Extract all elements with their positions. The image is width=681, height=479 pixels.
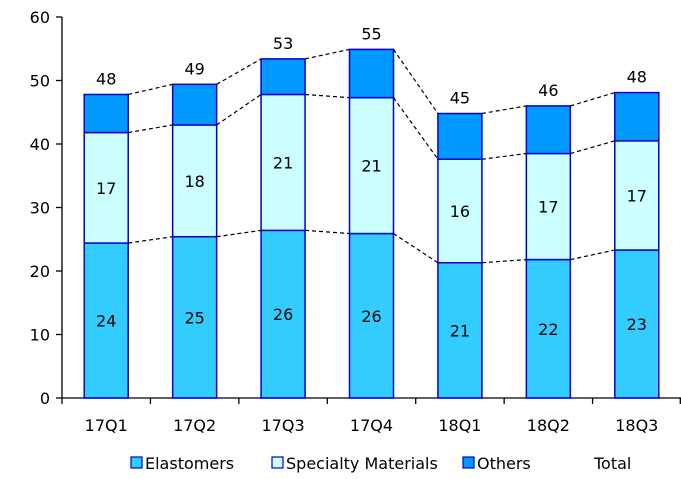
data-label: 26 bbox=[361, 307, 381, 326]
data-label: 25 bbox=[184, 308, 204, 327]
series-connector-line bbox=[128, 83, 173, 96]
legend-label: Others bbox=[477, 454, 531, 473]
y-tick-label: 40 bbox=[30, 135, 50, 154]
data-label: 16 bbox=[450, 202, 470, 221]
bar-segment-others bbox=[525, 105, 572, 155]
series-connector-line bbox=[481, 105, 527, 115]
x-tick-label: 17Q3 bbox=[262, 416, 305, 435]
series-connector-line bbox=[481, 152, 527, 160]
series-connector-line bbox=[305, 93, 350, 99]
total-label: 48 bbox=[627, 68, 647, 87]
series-connector-line bbox=[393, 97, 439, 160]
bar-segment-others bbox=[260, 58, 306, 96]
data-label: 23 bbox=[627, 315, 647, 334]
y-tick-label: 30 bbox=[30, 199, 50, 218]
bar-segment-specialty-materials bbox=[171, 124, 218, 238]
series-connector-line bbox=[570, 140, 615, 155]
legend: Elastomers Specialty Materials Others Total bbox=[130, 454, 631, 473]
x-tick-label: 18Q1 bbox=[438, 416, 481, 435]
legend-label: Specialty Materials bbox=[286, 454, 438, 473]
bar-segment-elastomers bbox=[83, 242, 129, 399]
total-label: 48 bbox=[96, 69, 116, 88]
total-label: 55 bbox=[361, 24, 381, 43]
x-tick-label: 17Q1 bbox=[85, 416, 128, 435]
y-tick-label: 50 bbox=[30, 72, 50, 91]
legend-label: Elastomers bbox=[145, 454, 234, 473]
x-tick-label: 17Q2 bbox=[173, 416, 216, 435]
bar-segment-specialty-materials bbox=[437, 158, 483, 264]
data-label: 24 bbox=[96, 312, 116, 331]
total-label: 46 bbox=[538, 81, 558, 100]
bar-segment-specialty-materials bbox=[83, 131, 129, 244]
series-connector-line bbox=[216, 58, 262, 85]
series-connector-line bbox=[570, 249, 615, 261]
plot-area: 0 10 20 30 40 50 60 17Q1 17Q2 17Q3 17Q4 18Q1 18Q2 18Q… bbox=[30, 8, 681, 435]
series-connector-line bbox=[128, 124, 173, 134]
series-connector-line bbox=[481, 258, 527, 264]
series-connector-line bbox=[216, 93, 262, 126]
series-connector-line bbox=[305, 229, 350, 235]
bar-segment-specialty-materials bbox=[260, 93, 306, 232]
series-connector-line bbox=[304, 48, 350, 60]
bar-segment-elastomers bbox=[614, 249, 660, 399]
y-tick-label: 10 bbox=[30, 326, 50, 345]
y-tick-label: 60 bbox=[30, 8, 50, 27]
x-tick-label: 18Q3 bbox=[615, 416, 658, 435]
series-connector-line bbox=[570, 91, 615, 107]
bar-segment-others bbox=[614, 91, 660, 142]
data-label: 21 bbox=[273, 153, 293, 172]
bar-segment-elastomers bbox=[171, 235, 218, 399]
series-connector-line bbox=[393, 49, 439, 114]
data-label: 17 bbox=[538, 198, 558, 217]
bar-segment-specialty-materials bbox=[525, 152, 572, 261]
total-label: 45 bbox=[450, 89, 470, 108]
bar-segment-specialty-materials bbox=[614, 140, 660, 251]
y-tick-label: 20 bbox=[30, 262, 50, 281]
series-connector-line bbox=[128, 236, 173, 244]
data-label: 21 bbox=[361, 157, 381, 176]
bar-segment-others bbox=[437, 112, 483, 160]
bar-segment-others bbox=[348, 48, 395, 99]
x-tick-label: 17Q4 bbox=[350, 416, 393, 435]
series-connector-line bbox=[216, 229, 262, 238]
bar-segment-others bbox=[83, 93, 129, 134]
data-label: 17 bbox=[627, 186, 647, 205]
bar-segment-specialty-materials bbox=[348, 96, 395, 235]
bar-segment-others bbox=[171, 83, 218, 126]
legend-label-total: Total bbox=[593, 454, 631, 473]
y-tick-label: 0 bbox=[40, 389, 50, 408]
data-label: 17 bbox=[96, 179, 116, 198]
data-label: 18 bbox=[184, 172, 204, 191]
total-label: 53 bbox=[273, 34, 293, 53]
data-label: 22 bbox=[538, 320, 558, 339]
total-label: 49 bbox=[184, 59, 204, 78]
series-connector-line bbox=[393, 233, 439, 264]
legend-swatch bbox=[462, 456, 475, 469]
bar-segment-elastomers bbox=[260, 229, 306, 399]
data-label: 21 bbox=[450, 321, 470, 340]
bar-segment-elastomers bbox=[437, 261, 483, 399]
legend-swatch bbox=[130, 456, 143, 469]
data-label: 26 bbox=[273, 305, 293, 324]
legend-swatch bbox=[271, 456, 284, 469]
x-tick-label: 18Q2 bbox=[527, 416, 570, 435]
